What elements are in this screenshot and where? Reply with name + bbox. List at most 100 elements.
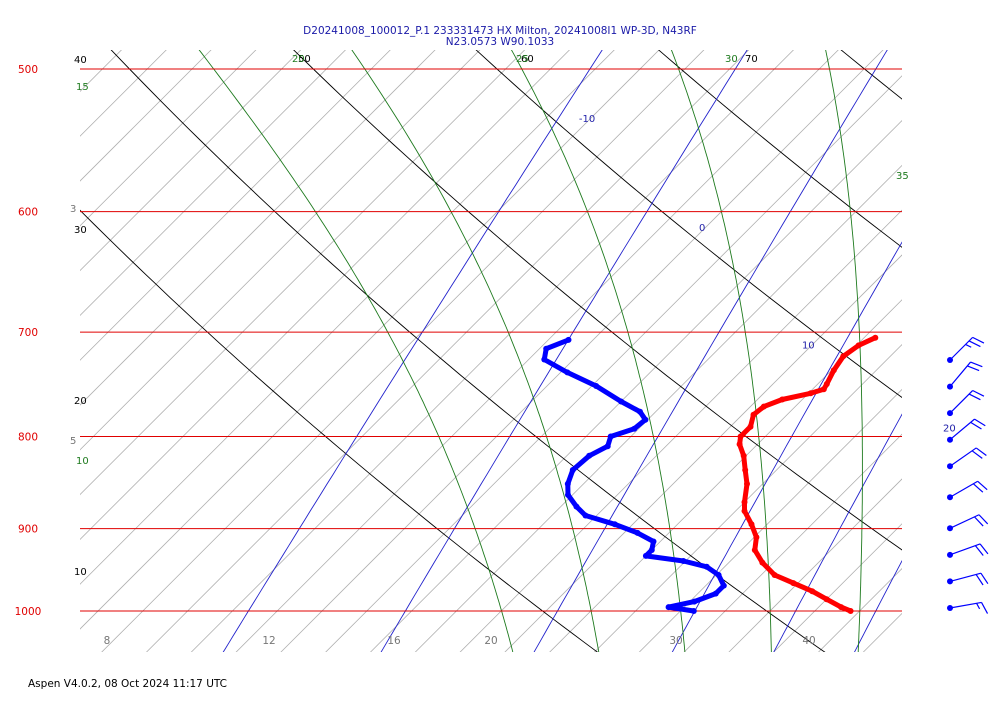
temperature-point [748,424,754,430]
dewpoint-point [651,539,657,545]
dewpoint-point [574,504,580,510]
temperature-point [759,560,765,566]
dry-adiabat-line [766,0,1000,686]
isotherm-label: 10 [802,341,815,352]
isotherm-line [0,0,319,686]
moist-adiabat-line [150,0,521,686]
wind-barb-full-flag [971,422,982,429]
pressure-tick-label: 500 [18,64,38,76]
isotherm-line [158,0,857,686]
moist-adiabat-label: 35 [896,171,909,182]
temperature-tick-label: 8 [104,635,111,647]
wind-barb-full-flag [976,574,983,585]
moist-adiabat-label: 20 [292,54,305,65]
pressure-tick-label: 700 [18,327,38,339]
temperature-point [753,534,759,540]
pressure-tick-label: 600 [18,207,38,219]
isotherm-line [0,0,274,686]
dewpoint-point [691,608,697,614]
isotherm-line [0,0,140,686]
wind-barb-full-flag [982,602,988,613]
dewpoint-point [680,558,686,564]
temperature-point [749,521,755,527]
isotherm-line [382,0,1000,686]
isotherm-line [471,0,1000,686]
dewpoint-point [586,453,592,459]
dewpoint-point [564,369,570,375]
isotherm-line [23,0,722,686]
isotherm-line [0,0,588,686]
isotherm-line [247,0,946,686]
dewpoint-point [605,443,611,449]
dry-adiabat-label: 40 [74,55,87,66]
pressure-tick-label: 1000 [15,606,42,618]
dewpoint-point [631,426,637,432]
dewpoint-point [666,604,672,610]
dewpoint-point [570,467,576,473]
isotherm-line [0,0,95,686]
dewpoint-point [721,583,727,589]
temperature-point [738,434,744,440]
pressure-tick-label: 800 [18,432,38,444]
pressure-tick-label: 900 [18,524,38,536]
wind-barb [947,481,987,500]
isotherm-line [113,0,812,686]
dewpoint-point [593,383,599,389]
dewpoint-point [704,564,710,570]
moist-adiabat-label: 30 [725,54,738,65]
temperature-tick-label: 30 [669,635,682,647]
wind-barb [947,337,984,363]
dewpoint-point [635,530,641,536]
isotherm-line [0,0,6,686]
moist-adiabat-label: 15 [76,82,89,93]
dewpoint-point [637,409,643,415]
temperature-point [848,608,854,614]
temperature-point [808,390,814,396]
temperature-point [872,335,878,341]
wind-barb-full-flag [967,366,979,371]
dewpoint-point [608,434,614,440]
dewpoint-point [565,481,571,487]
wind-barb [947,362,982,390]
isotherm-line [0,0,409,686]
moist-adiabat-line [474,0,688,686]
temperature-point [838,604,844,610]
temperature-point [751,412,757,418]
temperature-tick-label: 20 [484,635,497,647]
dewpoint-point [691,599,697,605]
dry-adiabat-line [409,0,1000,686]
isotherm-line [0,0,230,686]
isotherm-line [0,0,633,686]
temperature-point [824,381,830,387]
temperature-point [790,580,796,586]
temperature-point [742,508,748,514]
dewpoint-point [583,513,589,519]
dewpoint-point [566,337,572,343]
mixing-ratio-label: 3 [70,204,76,215]
dry-adiabat-line [231,0,1000,686]
moist-adiabat-label: 25 [516,54,529,65]
mixing-ratio-label: 5 [70,436,76,447]
temperature-point [742,467,748,473]
wind-barb-full-flag [975,419,986,426]
dry-adiabat-label: 70 [745,54,758,65]
wind-barb-half-flag [966,344,972,347]
dewpoint-point [642,417,648,423]
sounding-traces [541,335,878,614]
isotherm-line [0,0,678,686]
isotherm-line [0,0,454,686]
temperature-point [741,453,747,459]
temperature-point [752,547,758,553]
isotherm-line [516,0,1000,686]
dry-adiabat-line [52,0,873,686]
dewpoint-point [565,492,571,498]
wind-barb-full-flag [981,573,988,584]
dewpoint-point [716,572,722,578]
wind-barb-half-flag [977,603,980,609]
wind-barb-column [947,337,988,613]
wind-barb-full-flag [973,391,984,397]
wind-barb-full-flag [969,394,980,400]
temperature-point [809,588,815,594]
dry-adiabat-label: 20 [74,396,87,407]
